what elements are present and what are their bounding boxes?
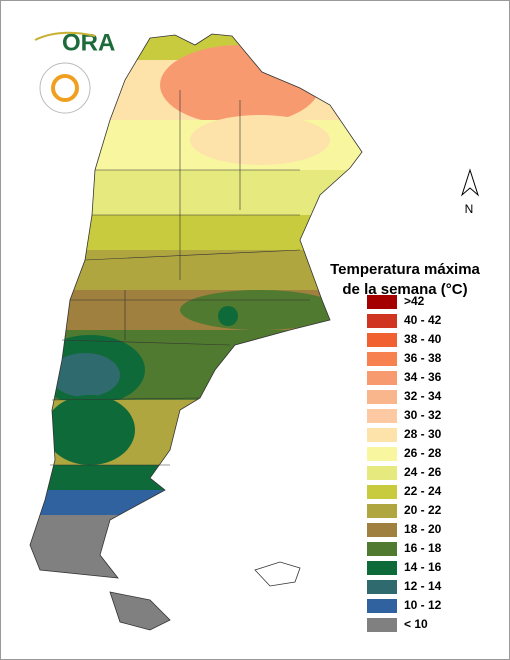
legend-swatch <box>367 504 397 518</box>
legend-swatch <box>367 542 397 556</box>
legend-swatch <box>367 428 397 442</box>
legend-swatch <box>367 295 397 309</box>
islands <box>254 561 301 587</box>
legend-swatch <box>367 580 397 594</box>
legend-label: >42 <box>404 294 425 308</box>
institution-seal <box>39 62 91 114</box>
legend-swatch <box>367 523 397 537</box>
country-outline <box>29 33 363 579</box>
legend-label: 18 - 20 <box>404 522 442 536</box>
legend-swatch <box>367 447 397 461</box>
seal-mark <box>51 74 79 102</box>
legend-swatch <box>367 314 397 328</box>
north-arrow <box>460 168 480 197</box>
province-borders <box>50 90 310 466</box>
north-label: N <box>465 202 474 216</box>
legend-label: 20 - 22 <box>404 503 442 517</box>
legend-title: de la semana (°C) <box>342 281 467 298</box>
legend-swatch <box>367 485 397 499</box>
legend-swatch <box>367 466 397 480</box>
legend-swatch <box>367 371 397 385</box>
legend-label: 32 - 34 <box>404 389 442 403</box>
legend-label: 16 - 18 <box>404 541 442 555</box>
legend-label: 30 - 32 <box>404 408 442 422</box>
legend-swatch <box>367 390 397 404</box>
legend-label: 14 - 16 <box>404 560 442 574</box>
legend-swatch <box>367 599 397 613</box>
logo-swoosh <box>34 31 96 41</box>
legend: Temperatura máxima de la semana (°C)>42 40… <box>330 261 481 632</box>
legend-swatch <box>367 352 397 366</box>
legend-label: 38 - 40 <box>404 332 442 346</box>
legend-label: 24 - 26 <box>404 465 442 479</box>
legend-label: 28 - 30 <box>404 427 442 441</box>
legend-label: 12 - 14 <box>404 579 442 593</box>
legend-label: < 10 <box>404 617 428 631</box>
tierra-del-fuego <box>109 591 171 631</box>
legend-label: 40 - 42 <box>404 313 442 327</box>
legend-label: 26 - 28 <box>404 446 442 460</box>
legend-label: 36 - 38 <box>404 351 442 365</box>
legend-swatch <box>367 333 397 347</box>
legend-swatch <box>367 618 397 632</box>
legend-label: 10 - 12 <box>404 598 442 612</box>
legend-label: 34 - 36 <box>404 370 442 384</box>
legend-title: Temperatura máxima <box>330 261 480 278</box>
legend-swatch <box>367 561 397 575</box>
legend-swatch <box>367 409 397 423</box>
legend-label: 22 - 24 <box>404 484 442 498</box>
